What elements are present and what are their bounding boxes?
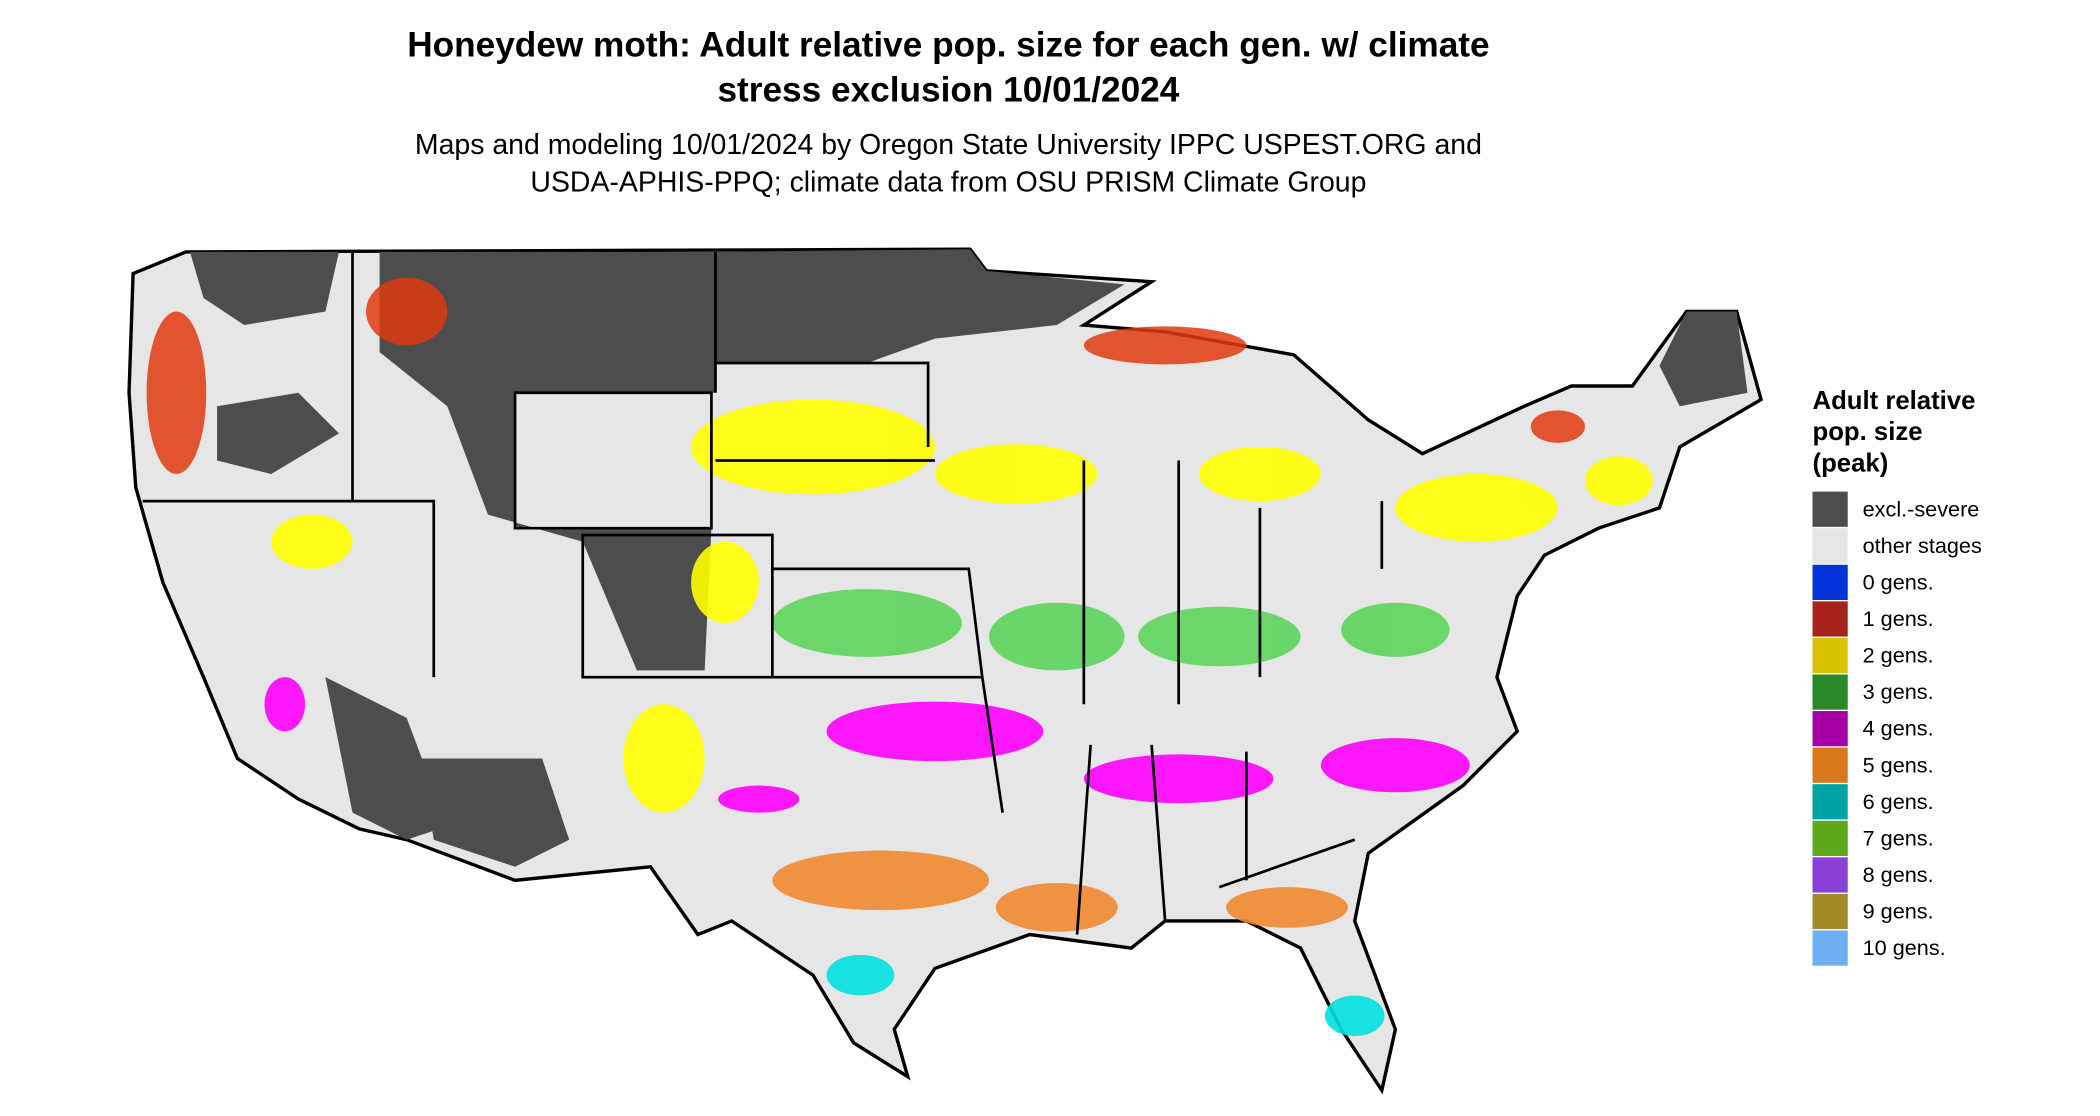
area bbox=[772, 589, 962, 657]
area bbox=[271, 514, 353, 569]
legend-swatch bbox=[1812, 528, 1848, 564]
area bbox=[366, 277, 448, 346]
area bbox=[1083, 326, 1247, 365]
area bbox=[691, 399, 935, 495]
area bbox=[325, 677, 448, 840]
legend-swatch bbox=[1812, 820, 1848, 856]
legend-swatch bbox=[1812, 893, 1848, 930]
area bbox=[1324, 995, 1385, 1037]
area bbox=[1198, 446, 1321, 502]
area bbox=[1341, 602, 1450, 657]
area bbox=[1530, 410, 1585, 443]
legend-label: 8 gens. bbox=[1863, 862, 1934, 887]
legend-swatch bbox=[1812, 784, 1848, 820]
area bbox=[718, 785, 800, 813]
legend-swatch bbox=[1812, 491, 1848, 527]
legend-label: 7 gens. bbox=[1863, 825, 1934, 850]
area bbox=[189, 251, 339, 326]
one-gen-areas bbox=[146, 277, 1585, 475]
subtitle: Maps and modeling 10/01/2024 by Oregon S… bbox=[415, 129, 1482, 161]
subtitle: USDA-APHIS-PPQ; climate data from OSU PR… bbox=[530, 167, 1366, 199]
legend-label: 9 gens. bbox=[1863, 899, 1934, 924]
area bbox=[1226, 887, 1348, 928]
area bbox=[989, 602, 1125, 671]
legend-label: 0 gens. bbox=[1863, 569, 1934, 594]
legend-title: (peak) bbox=[1813, 449, 1889, 477]
area bbox=[995, 883, 1118, 932]
area bbox=[826, 701, 1044, 762]
area bbox=[691, 541, 759, 624]
five-gen-areas bbox=[772, 850, 1348, 932]
area bbox=[264, 677, 306, 732]
us-outline bbox=[127, 247, 1764, 1095]
area bbox=[1395, 474, 1558, 542]
area bbox=[420, 758, 570, 867]
legend-label: other stages bbox=[1863, 533, 1982, 558]
area bbox=[217, 392, 339, 475]
legend-swatch bbox=[1812, 564, 1848, 600]
legend-label: 3 gens. bbox=[1863, 679, 1934, 704]
state-borders bbox=[142, 251, 1384, 935]
area bbox=[1659, 311, 1748, 407]
six-gen-areas bbox=[826, 954, 1385, 1037]
legend-label: 6 gens. bbox=[1863, 789, 1934, 814]
legend-label: 1 gens. bbox=[1863, 606, 1934, 631]
area bbox=[826, 954, 895, 996]
legend: Adult relative pop. size (peak) excl.-sever… bbox=[1812, 387, 1982, 966]
title: Honeydew moth: Adult relative pop. size … bbox=[407, 26, 1489, 65]
legend-label: 5 gens. bbox=[1863, 752, 1934, 777]
title: stress exclusion 10/01/2024 bbox=[717, 70, 1179, 109]
legend-title: pop. size bbox=[1813, 418, 1923, 446]
legend-swatch bbox=[1812, 601, 1848, 637]
legend-label: 10 gens. bbox=[1863, 935, 1946, 960]
excl-severe-areas bbox=[189, 249, 1748, 867]
area bbox=[623, 704, 705, 813]
legend-swatch bbox=[1812, 857, 1848, 893]
legend-swatch bbox=[1812, 637, 1848, 674]
legend-swatch bbox=[1812, 747, 1848, 783]
legend-swatch bbox=[1812, 674, 1848, 710]
border bbox=[142, 251, 1384, 935]
area bbox=[1320, 738, 1470, 793]
legend-label: excl.-severe bbox=[1863, 496, 1980, 521]
area bbox=[1083, 754, 1274, 804]
area bbox=[934, 444, 1098, 504]
legend-title: Adult relative bbox=[1813, 387, 1976, 415]
legend-swatch bbox=[1812, 930, 1848, 966]
area bbox=[379, 251, 716, 671]
legend-label: 2 gens. bbox=[1863, 643, 1934, 668]
two-gen-areas bbox=[271, 399, 1653, 813]
area bbox=[146, 311, 207, 475]
area bbox=[772, 850, 990, 911]
legend-label: 4 gens. bbox=[1863, 716, 1934, 741]
area bbox=[715, 249, 1125, 363]
us-map bbox=[127, 247, 1764, 1095]
legend-swatch bbox=[1812, 711, 1848, 747]
area bbox=[1138, 606, 1301, 667]
area bbox=[1584, 456, 1653, 506]
